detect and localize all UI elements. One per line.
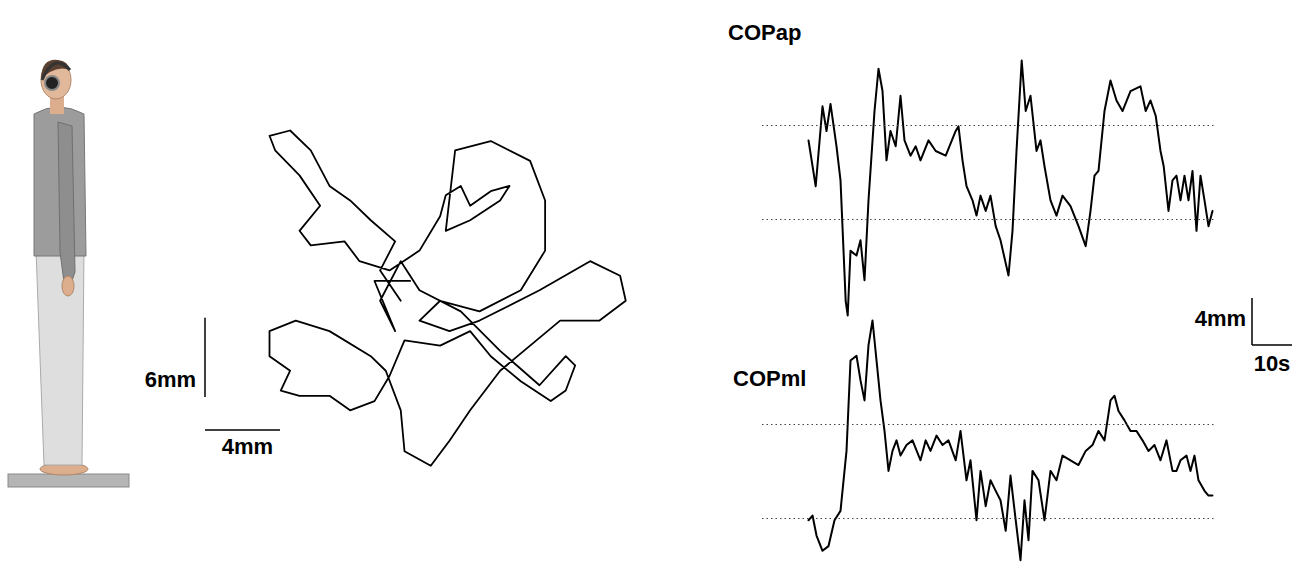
- svg-text:10s: 10s: [1254, 351, 1291, 376]
- svg-text:COPml: COPml: [733, 366, 806, 391]
- svg-text:4mm: 4mm: [222, 434, 273, 459]
- svg-text:COPap: COPap: [728, 20, 801, 45]
- svg-text:4mm: 4mm: [1195, 306, 1246, 331]
- svg-text:6mm: 6mm: [145, 367, 196, 392]
